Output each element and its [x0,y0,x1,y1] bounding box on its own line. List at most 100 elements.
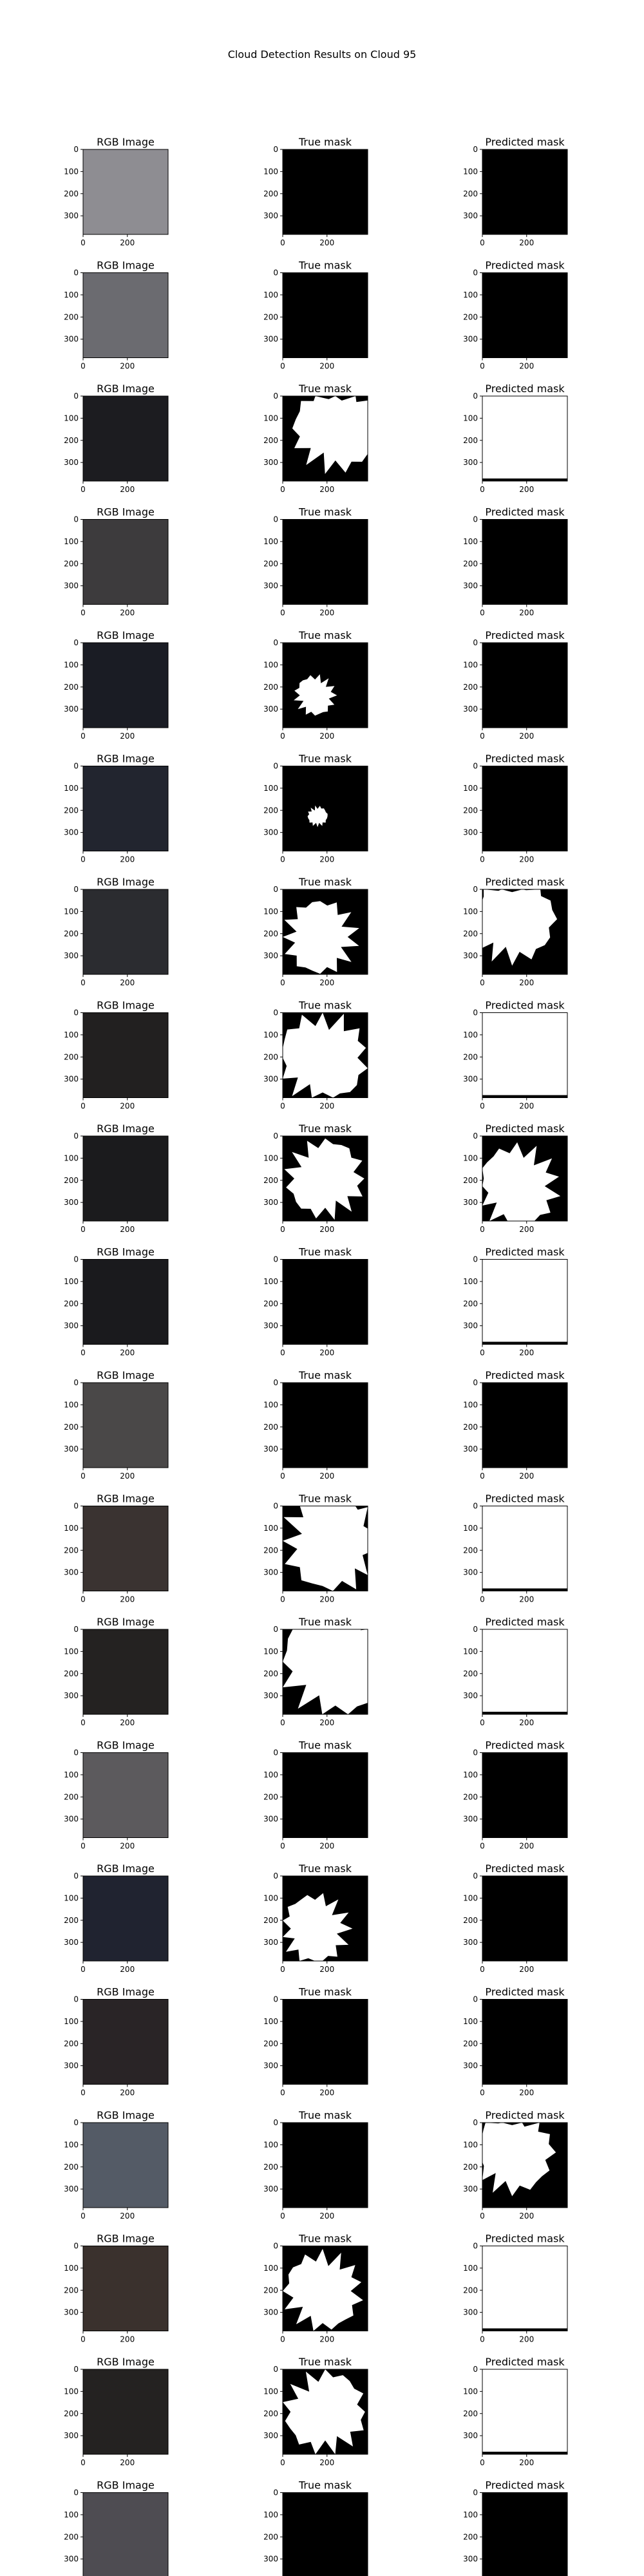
rgb-image-panel: RGB Image 0 100 200 300 0 200 [64,629,169,741]
y-tick-label: 300 [64,1198,79,1207]
y-tick-label: 100 [64,1893,79,1902]
y-tick-label: 0 [73,392,79,401]
grid-row: RGB Image 0 100 200 300 0 200 True mask 0 100 200 3… [64,1862,568,1974]
y-tick-label: 100 [263,1893,278,1902]
rgb-image [83,766,168,851]
panel-frame [482,1875,568,1962]
mask-background [283,272,368,358]
y-tick-label: 200 [263,559,278,568]
rgb-image [83,889,168,974]
predicted-mask-title: Predicted mask [485,2356,565,2368]
y-tick-label: 100 [463,2017,478,2026]
y-tick-label: 100 [463,784,478,793]
x-tick-label: 0 [280,978,285,987]
y-tick-label: 200 [263,2163,278,2172]
y-tick-label: 0 [473,1625,478,1634]
panel-frame [82,395,169,482]
grid-row: RGB Image 0 100 200 300 0 200 True mask 0 100 200 3… [64,1246,568,1358]
rgb-image [83,1506,168,1591]
rgb-image-panel: RGB Image 0 100 200 300 0 200 [64,2233,169,2344]
rgb-image [83,1629,168,1714]
rgb-image-panel: RGB Image 0 100 200 300 0 200 [64,260,169,371]
panel-frame [482,1382,568,1468]
y-tick-label: 100 [263,1153,278,1162]
y-tick-label: 0 [273,1378,278,1387]
y-tick-label: 100 [263,1770,278,1779]
true-mask-title: True mask [298,506,352,518]
x-tick-label: 200 [120,1349,135,1358]
mask-cloud-region [482,1629,567,1712]
x-tick-label: 0 [280,1472,285,1481]
y-tick-label: 0 [273,2242,278,2251]
predicted-mask-title: Predicted mask [485,1986,565,1998]
rgb-image-title: RGB Image [97,1739,155,1752]
y-tick-label: 100 [263,1647,278,1656]
rgb-image-title: RGB Image [97,2356,155,2368]
x-tick-label: 0 [280,362,285,371]
y-tick-label: 0 [73,2365,79,2374]
x-tick-label: 200 [519,2088,534,2098]
mask-background [283,2123,368,2208]
y-tick-label: 300 [463,2308,478,2317]
y-tick-label: 100 [263,1400,278,1409]
y-tick-label: 300 [463,458,478,467]
y-tick-label: 100 [64,2017,79,2026]
x-tick-label: 0 [80,1595,86,1604]
y-tick-label: 300 [263,211,278,220]
panel-frame [282,395,368,482]
y-tick-label: 200 [463,1299,478,1308]
mask-cloud-region [482,1012,567,1095]
y-tick-label: 100 [463,1153,478,1162]
x-tick-label: 200 [319,1102,334,1111]
rgb-image-panel: RGB Image 0 100 200 300 0 200 [64,2356,169,2467]
y-tick-label: 100 [263,290,278,299]
y-tick-label: 0 [73,269,79,278]
y-tick-label: 200 [64,1669,79,1678]
panel-frame [282,2246,368,2331]
y-tick-label: 200 [263,2039,278,2048]
x-tick-label: 0 [80,485,86,494]
x-tick-label: 0 [280,2088,285,2098]
y-tick-label: 0 [473,1255,478,1264]
x-tick-label: 0 [280,732,285,741]
y-tick-label: 0 [73,2118,79,2127]
y-tick-label: 100 [64,1030,79,1039]
y-tick-label: 300 [64,2061,79,2070]
panel-frame [82,2369,169,2455]
true-mask-title: True mask [298,260,352,272]
x-tick-label: 0 [80,732,86,741]
rgb-image [83,2369,168,2454]
x-tick-label: 0 [480,1225,485,1234]
y-tick-label: 100 [263,537,278,546]
y-tick-label: 300 [463,2555,478,2564]
y-tick-label: 200 [64,2532,79,2541]
y-tick-label: 100 [64,1277,79,1286]
mask-cloud-region [482,889,558,966]
x-tick-label: 0 [480,2088,485,2098]
mask-background [482,2492,567,2576]
y-tick-label: 0 [473,2488,478,2497]
y-tick-label: 200 [64,1052,79,1061]
y-tick-label: 100 [463,290,478,299]
rgb-image-title: RGB Image [97,1862,155,1875]
grid-row: RGB Image 0 100 200 300 0 200 True mask 0 100 200 3… [64,260,568,371]
x-tick-label: 200 [120,2335,135,2344]
y-tick-label: 0 [473,885,478,894]
y-tick-label: 100 [64,2140,79,2149]
y-tick-label: 300 [64,1568,79,1577]
x-tick-label: 0 [480,238,485,247]
y-tick-label: 0 [473,2118,478,2127]
x-tick-label: 0 [480,1842,485,1851]
grid-row: RGB Image 0 100 200 300 0 200 True mask 0 100 200 3… [64,753,568,864]
x-tick-label: 200 [120,2088,135,2098]
x-tick-label: 200 [120,1472,135,1481]
